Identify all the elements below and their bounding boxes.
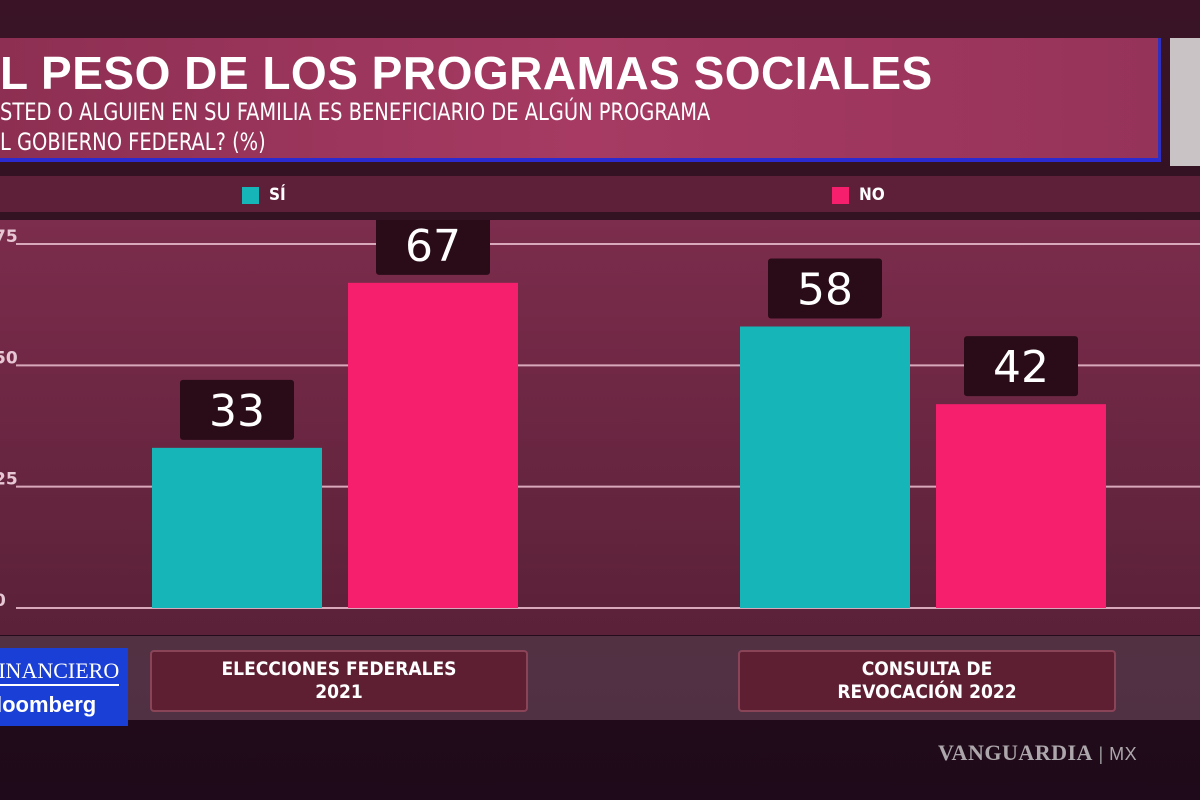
vanguardia-watermark: VANGUARDIA | MX: [938, 740, 1138, 765]
y-tick-label: 75: [0, 227, 18, 247]
legend-swatch-si: [242, 186, 259, 204]
chart-title: L PESO DE LOS PROGRAMAS SOCIALES: [0, 47, 933, 99]
bar-si: [740, 326, 910, 608]
y-tick-label: 50: [0, 348, 18, 368]
legend: SÍ NO: [0, 176, 1200, 212]
category-1-line1: ELECCIONES FEDERALES: [221, 658, 457, 680]
data-label: 67: [405, 221, 461, 272]
chart-subtitle-line2: L GOBIERNO FEDERAL? (%): [0, 128, 266, 156]
bar-no: [936, 404, 1106, 608]
data-label: 33: [209, 386, 265, 437]
category-2-line1: CONSULTA DE: [861, 658, 993, 680]
data-label-box: [180, 379, 294, 440]
legend-item-no: NO: [832, 185, 885, 205]
bar-chart: 75 50 25 0 33 58 67 42: [0, 220, 1200, 611]
legend-label-si: SÍ: [269, 185, 286, 205]
bar-no: [348, 282, 518, 608]
y-tick-label: 25: [0, 470, 18, 490]
watermark-suffix: MX: [1109, 744, 1138, 764]
category-label-2: CONSULTA DE REVOCACIÓN 2022: [738, 650, 1116, 712]
bar-si: [152, 447, 322, 608]
watermark-text: VANGUARDIA: [938, 740, 1093, 765]
logo-line2: loomberg: [0, 692, 97, 717]
legend-item-si: SÍ: [242, 185, 286, 205]
title-banner: L PESO DE LOS PROGRAMAS SOCIALES STED O …: [0, 38, 1161, 162]
plot-area: 75 50 25 0 33 58 67 42: [0, 220, 1200, 635]
data-label-box: [376, 220, 490, 275]
data-label-box: [964, 336, 1078, 397]
data-label-box: [768, 258, 882, 319]
category-2-line2: REVOCACIÓN 2022: [837, 681, 1017, 703]
data-label: 42: [993, 342, 1049, 393]
legend-swatch-no: [832, 186, 849, 204]
el-financiero-bloomberg-logo: FINANCIERO loomberg: [0, 648, 128, 726]
y-tick-label: 0: [0, 591, 6, 611]
logo-line1: FINANCIERO: [0, 658, 120, 686]
chart-subtitle-line1: STED O ALGUIEN EN SU FAMILIA ES BENEFICI…: [0, 98, 711, 126]
category-label-1: ELECCIONES FEDERALES 2021: [150, 650, 528, 712]
legend-label-no: NO: [859, 185, 885, 205]
data-label: 58: [797, 265, 853, 316]
side-strip: [1170, 38, 1200, 166]
category-1-line2: 2021: [315, 681, 363, 703]
